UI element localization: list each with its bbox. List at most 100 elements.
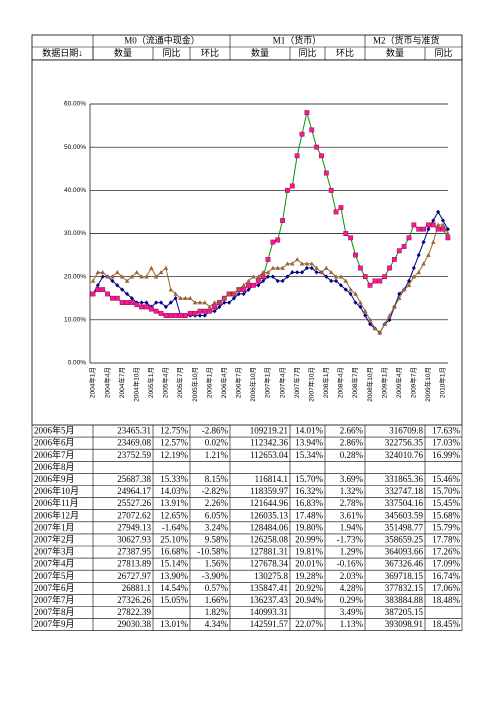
date-cell: 2007年4月 [34, 558, 75, 569]
marker [391, 257, 397, 262]
date-cell: 2006年10月 [34, 485, 79, 496]
marker [343, 231, 349, 236]
marker [406, 282, 412, 288]
marker [114, 295, 120, 301]
number-cell: 112342.36 [250, 438, 288, 448]
date-cell: 2006年6月 [34, 437, 75, 448]
number-cell: 3.69% [340, 474, 364, 484]
date-cell: 2006年7月 [34, 449, 75, 460]
marker [382, 321, 387, 326]
marker [226, 291, 232, 296]
marker [314, 144, 320, 150]
marker [309, 265, 314, 271]
marker [416, 252, 421, 258]
marker [275, 278, 280, 284]
marker [246, 278, 251, 283]
marker [182, 313, 188, 318]
marker [90, 278, 96, 283]
marker [265, 257, 271, 262]
number-cell: 29030.38 [117, 619, 151, 629]
marker [362, 274, 368, 280]
x-tick-label: 2009年7月 [409, 367, 418, 398]
number-cell: 27326.26 [117, 595, 151, 605]
number-cell: 15.68% [432, 510, 460, 520]
marker [353, 291, 358, 296]
marker [289, 183, 295, 189]
number-cell: 20.92% [295, 583, 323, 593]
number-cell: 17.78% [432, 535, 460, 545]
marker [236, 291, 241, 297]
number-cell: 109219.21 [250, 426, 288, 436]
number-cell: 26881.1 [122, 583, 151, 593]
x-tick-label: 2008年4月 [336, 367, 345, 398]
number-cell: 118359.97 [250, 486, 288, 496]
number-cell: 18.48% [432, 595, 460, 605]
number-cell: 2.86% [340, 438, 364, 448]
marker [241, 282, 246, 288]
marker [255, 274, 261, 279]
number-cell: 345603.59 [385, 510, 424, 520]
marker [358, 304, 363, 310]
x-tick-label: 2009年4月 [394, 367, 403, 398]
marker [207, 304, 212, 309]
number-cell: 27822.39 [117, 607, 151, 617]
x-tick-label: 2007年4月 [277, 367, 286, 398]
marker [134, 269, 140, 275]
number-cell: -3.90% [202, 571, 229, 581]
x-tick-label: 2005年4月 [161, 367, 170, 398]
number-cell: 13.01% [160, 619, 188, 629]
marker [110, 295, 115, 301]
number-cell: 128484.06 [250, 522, 289, 532]
x-tick-label: 2007年7月 [292, 367, 301, 398]
number-cell: 25687.38 [117, 474, 151, 484]
number-cell: 19.28% [295, 571, 323, 581]
marker [246, 282, 251, 288]
marker [421, 226, 426, 232]
column-header: 同比 [298, 47, 316, 58]
number-cell: 16.99% [432, 450, 460, 460]
x-tick-label: 2006年1月 [204, 367, 213, 398]
marker [95, 287, 101, 293]
marker [139, 300, 144, 305]
number-cell: 337504.16 [385, 498, 424, 508]
marker [435, 222, 441, 227]
number-cell: 14.03% [160, 486, 188, 496]
marker [396, 295, 402, 301]
number-cell: 0.28% [340, 450, 364, 460]
x-tick-label: 2006年10月 [248, 367, 257, 402]
marker [353, 252, 358, 258]
marker [387, 265, 392, 271]
number-cell: 322756.35 [385, 438, 424, 448]
number-cell: 27387.95 [117, 547, 151, 557]
number-cell: 127678.34 [250, 559, 289, 569]
marker [387, 313, 392, 318]
number-cell: 24964.17 [117, 486, 151, 496]
number-cell: 17.26% [432, 547, 460, 557]
number-cell: 142591.57 [250, 619, 289, 629]
marker [421, 239, 426, 245]
marker [120, 287, 125, 292]
number-cell: 351498.77 [385, 522, 424, 532]
number-cell: -2.86% [202, 426, 229, 436]
number-cell: 16.32% [295, 486, 323, 496]
marker [197, 308, 203, 314]
marker [435, 226, 441, 232]
marker [148, 306, 154, 312]
marker [168, 313, 174, 318]
y-tick-label: 30.00% [64, 230, 86, 237]
marker [129, 300, 135, 305]
marker [202, 313, 207, 318]
date-cell: 2006年9月 [34, 473, 75, 484]
y-tick-label: 50.00% [64, 144, 86, 151]
marker [406, 235, 412, 241]
group-header: M0（流通中现金） [124, 35, 200, 46]
number-cell: 16.68% [160, 547, 188, 557]
number-cell: 19.80% [295, 522, 323, 532]
marker [377, 330, 383, 335]
date-cell: 2006年12月 [34, 509, 79, 520]
date-cell: 2007年3月 [34, 546, 75, 557]
marker [231, 296, 236, 301]
marker [436, 209, 441, 215]
marker [246, 287, 251, 292]
number-cell: 14.01% [295, 426, 323, 436]
